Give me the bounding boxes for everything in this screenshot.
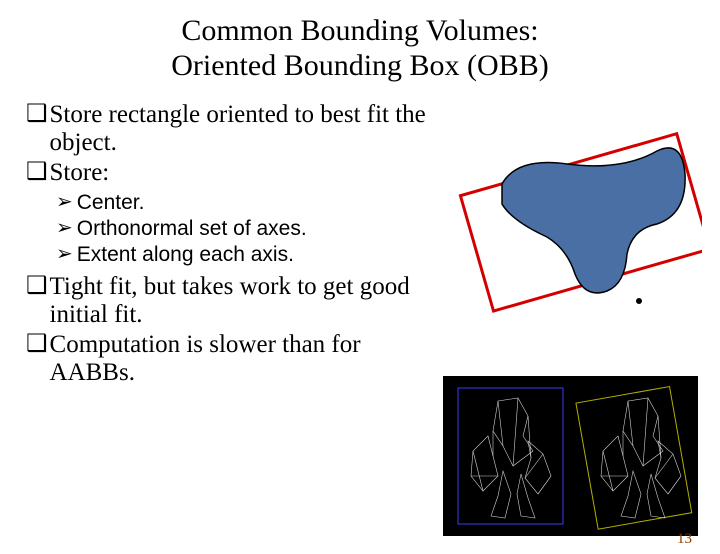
bullet-text: Tight fit, but takes work to get good in…: [50, 273, 426, 329]
bullet-item: ❑ Store rectangle oriented to best fit t…: [26, 101, 426, 157]
arrow-bullet-icon: ➢: [56, 217, 73, 240]
slide-title: Common Bounding Volumes: Oriented Boundi…: [0, 14, 720, 83]
arrow-bullet-icon: ➢: [56, 243, 73, 266]
square-bullet-icon: ❑: [26, 273, 48, 299]
sub-bullet-text: Orthonormal set of axes.: [77, 217, 307, 241]
bullet-item: ❑ Computation is slower than for AABBs.: [26, 331, 426, 387]
square-bullet-icon: ❑: [26, 331, 48, 357]
sub-bullet-text: Extent along each axis.: [77, 243, 294, 267]
wireframe-robot-diagram: [443, 376, 698, 536]
obb-svg: [457, 129, 702, 314]
stray-dot: [636, 298, 642, 304]
bullet-item: ❑ Store:: [26, 159, 426, 187]
blob-shape: [502, 148, 685, 293]
sub-bullet-text: Center.: [77, 191, 145, 215]
title-line1: Common Bounding Volumes:: [181, 14, 538, 47]
bullet-text: Computation is slower than for AABBs.: [50, 331, 426, 387]
arrow-bullet-icon: ➢: [56, 191, 73, 214]
bullet-text: Store:: [50, 159, 110, 187]
bullet-text: Store rectangle oriented to best fit the…: [50, 101, 426, 157]
bg-rect: [443, 376, 698, 536]
obb-shape-diagram: [457, 129, 702, 314]
square-bullet-icon: ❑: [26, 159, 48, 185]
square-bullet-icon: ❑: [26, 101, 48, 127]
bullet-item: ❑ Tight fit, but takes work to get good …: [26, 273, 426, 329]
title-line2: Oriented Bounding Box (OBB): [171, 49, 548, 82]
wireframe-svg: [443, 376, 698, 536]
